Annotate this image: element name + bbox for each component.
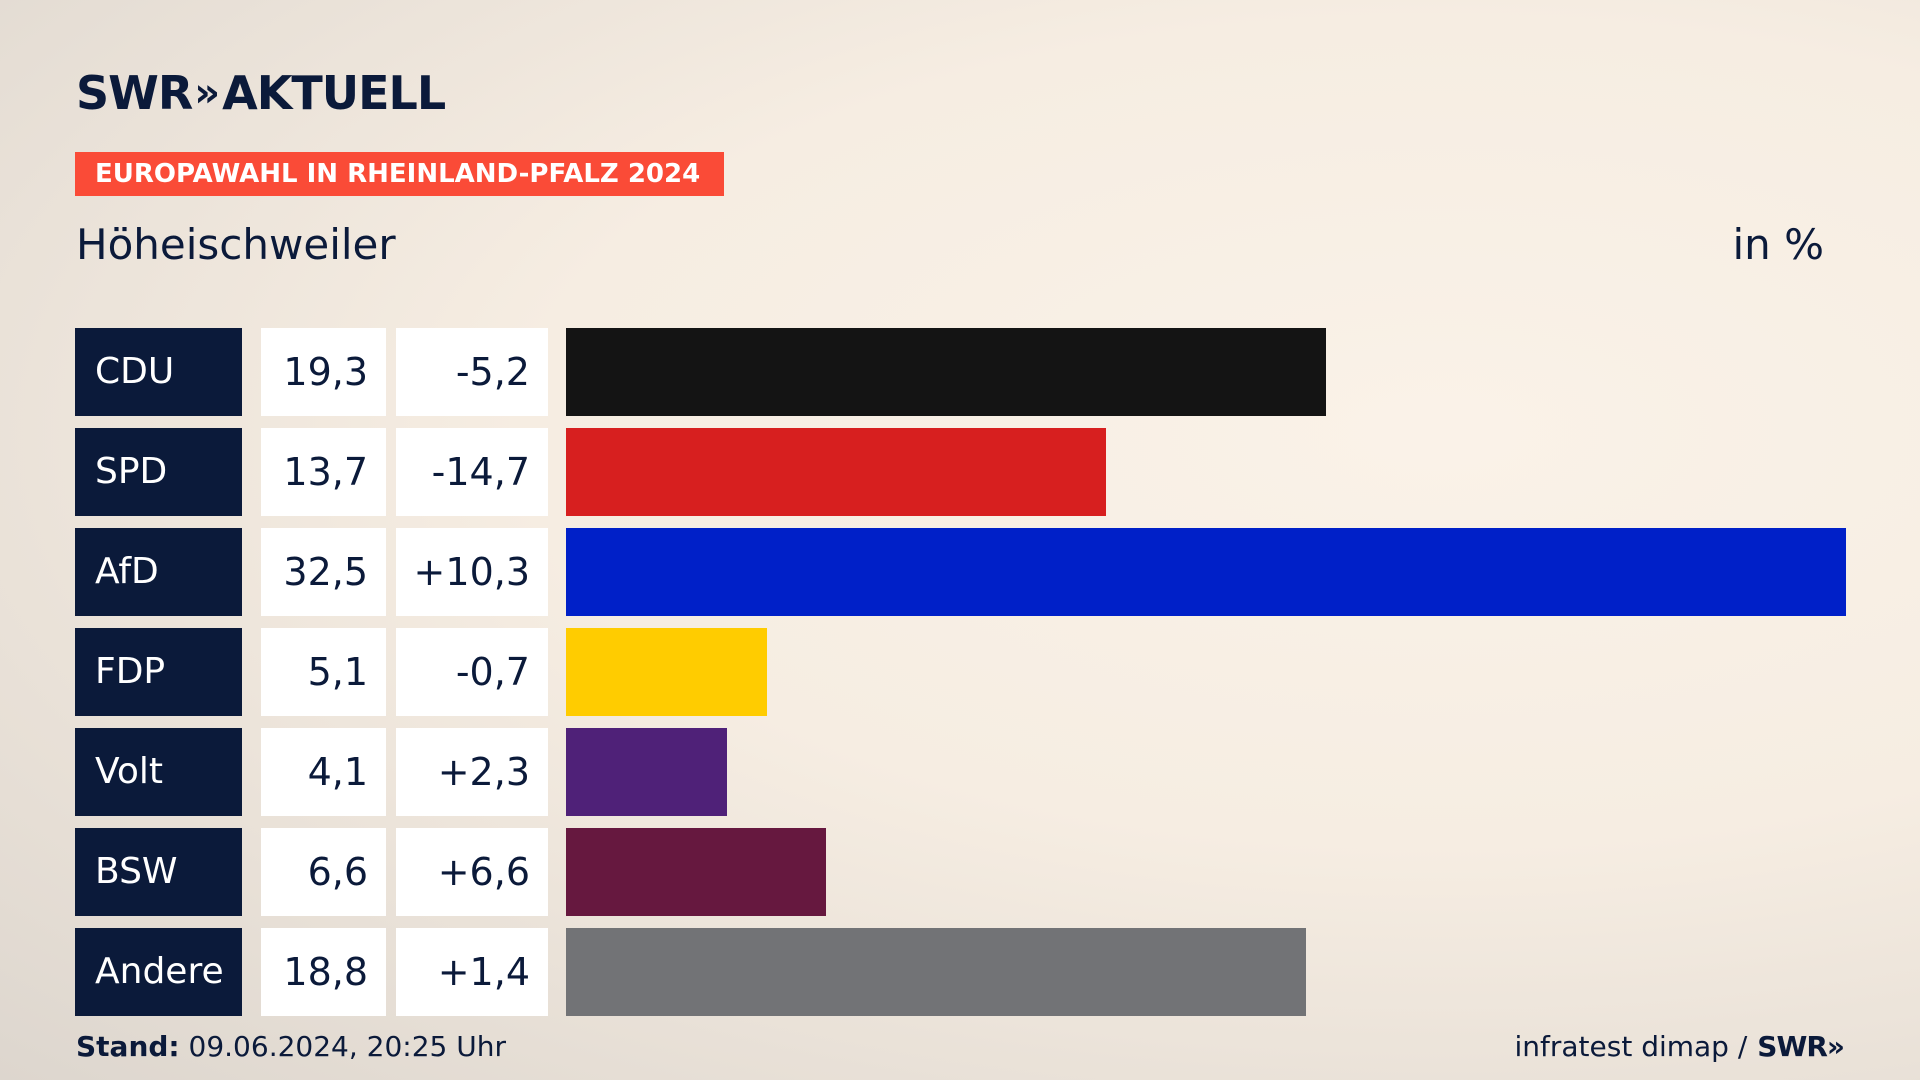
result-bar [566,528,1846,616]
party-label: SPD [75,428,242,516]
party-label: Volt [75,728,242,816]
stand-label: Stand: [76,1030,180,1063]
vote-share-label: 5,1 [261,628,386,716]
change-label: -14,7 [396,428,548,516]
result-row: Volt 4,1 +2,3 [75,728,1845,816]
change-label: +1,4 [396,928,548,1016]
result-bar [566,628,767,716]
election-banner: EUROPAWAHL IN RHEINLAND-PFALZ 2024 [75,152,724,196]
party-label: FDP [75,628,242,716]
result-row: FDP 5,1 -0,7 [75,628,1845,716]
logo-chevron-icon: » [194,70,220,116]
result-row: BSW 6,6 +6,6 [75,828,1845,916]
result-row: CDU 19,3 -5,2 [75,328,1845,416]
source-credit: infratest dimap / SWR» [1514,1030,1845,1063]
logo-swr: SWR [76,66,193,120]
vote-share-label: 18,8 [261,928,386,1016]
swr-aktuell-logo: SWR » AKTUELL [76,66,446,120]
party-label: AfD [75,528,242,616]
change-label: -5,2 [396,328,548,416]
result-bar [566,828,826,916]
vote-share-label: 13,7 [261,428,386,516]
result-row: AfD 32,5 +10,3 [75,528,1846,616]
vote-share-label: 4,1 [261,728,386,816]
result-row: SPD 13,7 -14,7 [75,428,1845,516]
change-label: +2,3 [396,728,548,816]
result-bar [566,328,1327,416]
change-label: -0,7 [396,628,548,716]
source-text: infratest dimap / [1514,1030,1748,1063]
result-bar [566,928,1307,1016]
change-label: +10,3 [396,528,548,616]
vote-share-label: 32,5 [261,528,386,616]
swr-small-logo: SWR» [1757,1030,1845,1063]
party-label: Andere [75,928,242,1016]
result-bar [566,428,1106,516]
unit-label: in % [1732,220,1824,269]
vote-share-label: 6,6 [261,828,386,916]
logo-aktuell: AKTUELL [222,66,446,120]
party-label: CDU [75,328,242,416]
result-row: Andere 18,8 +1,4 [75,928,1845,1016]
party-label: BSW [75,828,242,916]
vote-share-label: 19,3 [261,328,386,416]
result-bar [566,728,728,816]
timestamp: Stand: 09.06.2024, 20:25 Uhr [76,1030,506,1063]
region-title: Höheischweiler [76,220,396,269]
stand-value: 09.06.2024, 20:25 Uhr [188,1030,506,1063]
change-label: +6,6 [396,828,548,916]
